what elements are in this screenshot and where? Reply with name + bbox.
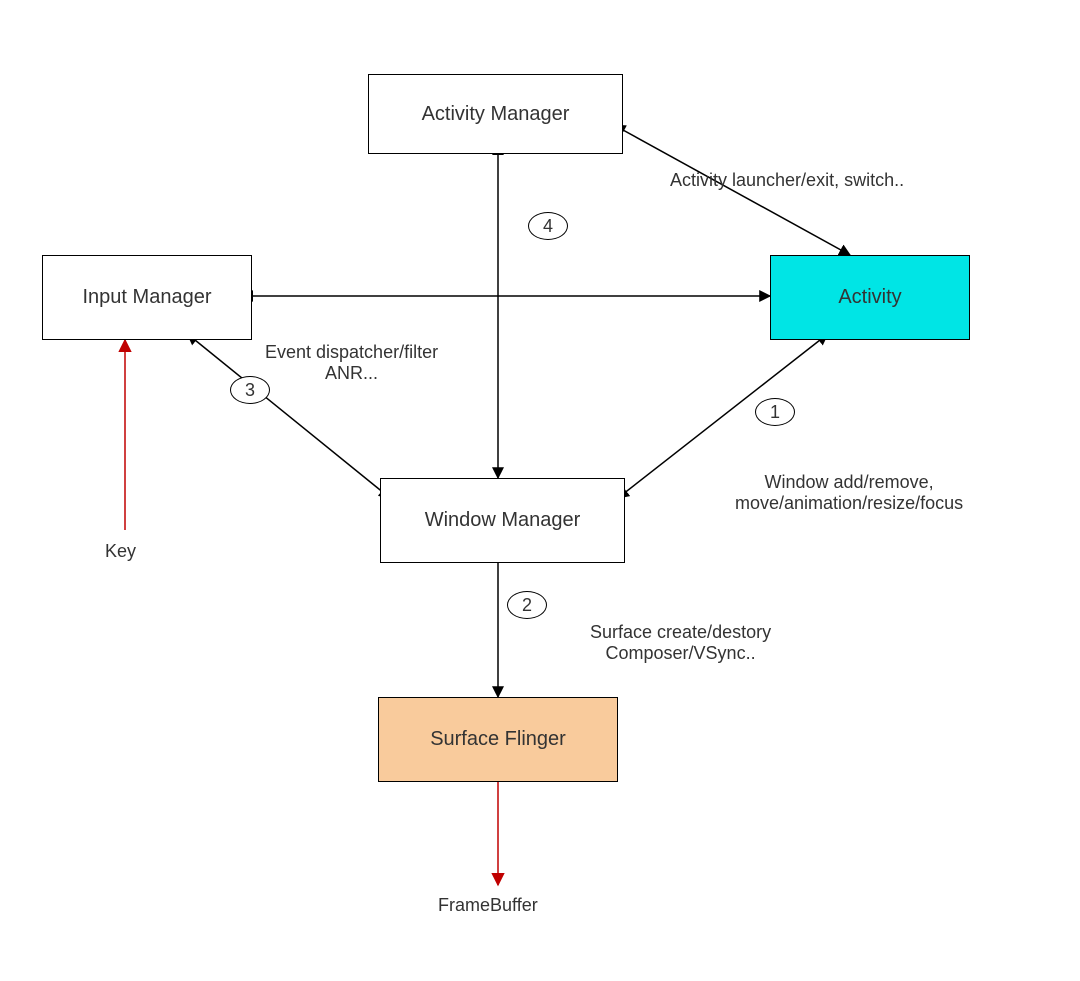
badge-label: 1 xyxy=(770,402,780,423)
badge-3: 3 xyxy=(230,376,270,404)
node-window-manager: Window Manager xyxy=(380,478,625,563)
badge-2: 2 xyxy=(507,591,547,619)
node-label: Activity Manager xyxy=(422,103,570,126)
label-activity-launch: Activity launcher/exit, switch.. xyxy=(670,170,904,191)
label-framebuffer: FrameBuffer xyxy=(438,895,538,916)
node-activity-manager: Activity Manager xyxy=(368,74,623,154)
edge-am-act xyxy=(623,130,850,255)
watermark: 沐雨花飞蝶 xyxy=(902,910,1038,939)
node-label: Window Manager xyxy=(425,509,581,532)
badge-label: 3 xyxy=(245,380,255,401)
badge-label: 2 xyxy=(522,595,532,616)
label-key: Key xyxy=(105,541,136,562)
badge-4: 4 xyxy=(528,212,568,240)
node-label: Input Manager xyxy=(83,286,212,309)
label-event-dispatch: Event dispatcher/filter ANR... xyxy=(265,342,438,384)
node-activity: Activity xyxy=(770,255,970,340)
wechat-icon xyxy=(902,913,930,937)
node-surface-flinger: Surface Flinger xyxy=(378,697,618,782)
label-surface-create: Surface create/destory Composer/VSync.. xyxy=(590,622,771,664)
watermark-text: 沐雨花飞蝶 xyxy=(938,910,1038,939)
node-label: Activity xyxy=(838,286,901,309)
badge-1: 1 xyxy=(755,398,795,426)
node-input-manager: Input Manager xyxy=(42,255,252,340)
node-label: Surface Flinger xyxy=(430,728,566,751)
badge-label: 4 xyxy=(543,216,553,237)
label-window-add: Window add/remove, move/animation/resize… xyxy=(735,472,963,514)
